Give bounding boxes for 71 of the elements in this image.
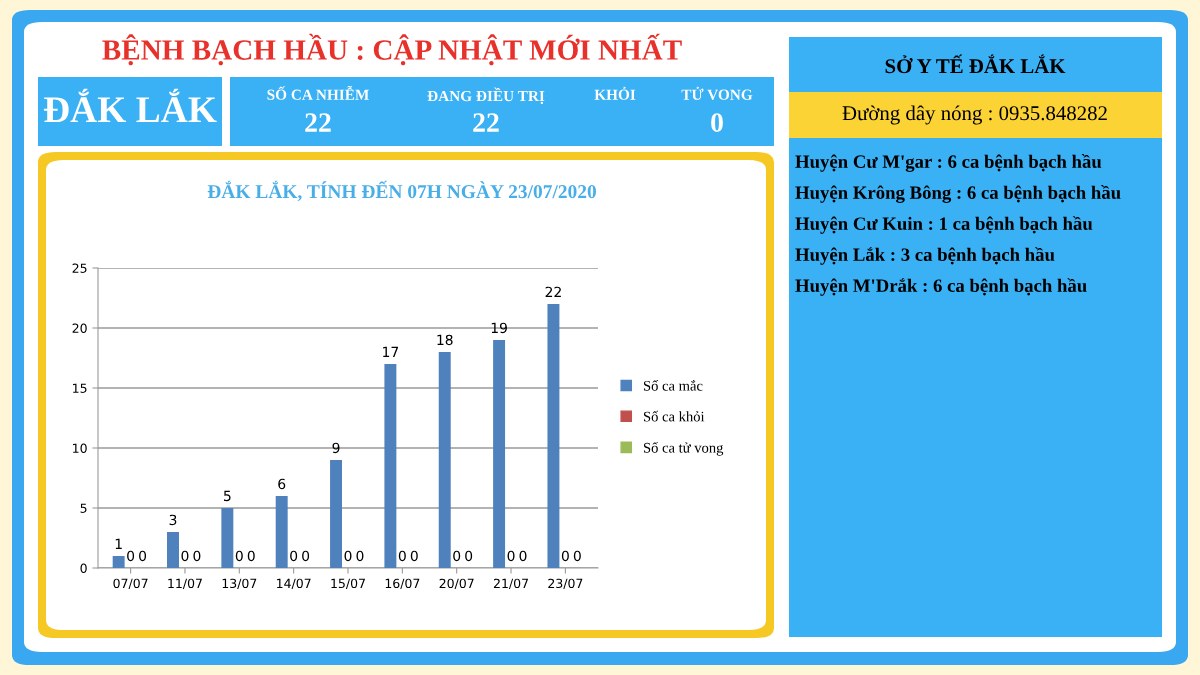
y-tick-label: 5: [80, 503, 87, 513]
bar: [112, 556, 125, 568]
bar: [275, 496, 288, 568]
bar: [384, 364, 397, 568]
data-label: 18: [437, 334, 453, 346]
data-label: 0: [181, 550, 189, 562]
x-tick-label: 23/07: [548, 578, 583, 590]
data-label: 6: [278, 478, 286, 490]
data-label: 17: [383, 346, 399, 357]
bar: [493, 340, 506, 568]
text: Huyện Cư M'gar : 6 ca bệnh bạch hầu: [795, 154, 1102, 172]
x-tick-label: 21/07: [493, 578, 528, 590]
text: ĐẮK LẮK: [43, 88, 217, 123]
text: Huyện Cư Kuin : 1 ca bệnh bạch hầu: [795, 216, 1093, 234]
data-label: 0: [302, 550, 310, 562]
x-tick-label: 13/07: [222, 578, 257, 590]
data-label: 0: [573, 550, 581, 562]
legend-label: Số ca khỏi: [643, 410, 705, 422]
y-tick-label: 15: [73, 383, 87, 393]
data-label: 0: [247, 550, 255, 562]
x-tick-label: 11/07: [168, 578, 202, 590]
chart-title: ĐẮK LẮK, TÍNH ĐẾN 07H NGÀY 23/07/2020: [207, 180, 596, 201]
bar: [167, 532, 179, 568]
data-label: 0: [139, 550, 147, 562]
data-label: 0: [235, 550, 243, 562]
text: BỆNH BẠCH HẦU : CẬP NHẬT MỚI NHẤT: [102, 33, 682, 66]
bar: [221, 508, 234, 568]
text: Đường dây nóng : 0935.848282: [842, 105, 1107, 125]
data-label: 0: [453, 550, 461, 562]
text: 22: [305, 113, 331, 132]
x-tick-label: 15/07: [331, 578, 365, 590]
text: KHỎI: [594, 86, 636, 100]
x-tick-label: 07/07: [113, 578, 148, 590]
data-label: 3: [169, 514, 177, 526]
y-tick-label: 0: [80, 563, 87, 573]
data-label: 0: [507, 550, 515, 562]
bar: [547, 304, 560, 568]
bar: [438, 352, 451, 568]
x-tick-label: 14/07: [277, 578, 311, 590]
x-tick-label: 20/07: [439, 578, 474, 590]
data-label: 0: [193, 550, 201, 562]
data-label: 0: [398, 550, 406, 562]
data-label: 0: [410, 550, 418, 562]
y-tick-label: 10: [73, 443, 87, 453]
text: 22: [473, 113, 499, 132]
text: TỬ VONG: [681, 86, 753, 100]
text: Huyện Lắk : 3 ca bệnh bạch hầu: [795, 247, 1055, 265]
data-label: 5: [224, 490, 231, 502]
data-label: 0: [290, 550, 298, 562]
data-label: 0: [127, 550, 135, 562]
data-label: 0: [465, 550, 473, 562]
text: Huyện M'Drắk : 6 ca bệnh bạch hầu: [795, 278, 1087, 296]
y-tick-label: 25: [72, 263, 87, 273]
y-tick-label: 20: [72, 323, 87, 333]
legend-label: Số ca tử vong: [643, 441, 724, 456]
data-label: 0: [356, 550, 364, 562]
data-label: 22: [545, 286, 561, 297]
text: 0: [711, 113, 723, 132]
x-tick-label: 16/07: [385, 578, 420, 590]
data-label: 1: [115, 538, 122, 549]
legend-label: Số ca mắc: [643, 379, 703, 391]
data-label: 0: [519, 550, 527, 562]
data-label: 9: [332, 442, 340, 454]
text: ĐANG ĐIỀU TRỊ: [427, 87, 545, 105]
data-label: 0: [344, 550, 352, 562]
data-label: 0: [561, 550, 569, 562]
text: SỞ Y TẾ ĐẮK LẮK: [885, 54, 1066, 74]
bar: [330, 460, 343, 568]
text: Huyện Krông Bông : 6 ca bệnh bạch hầu: [795, 185, 1121, 203]
text: SỐ CA NHIỄM: [267, 85, 369, 100]
data-label: 19: [491, 322, 507, 334]
